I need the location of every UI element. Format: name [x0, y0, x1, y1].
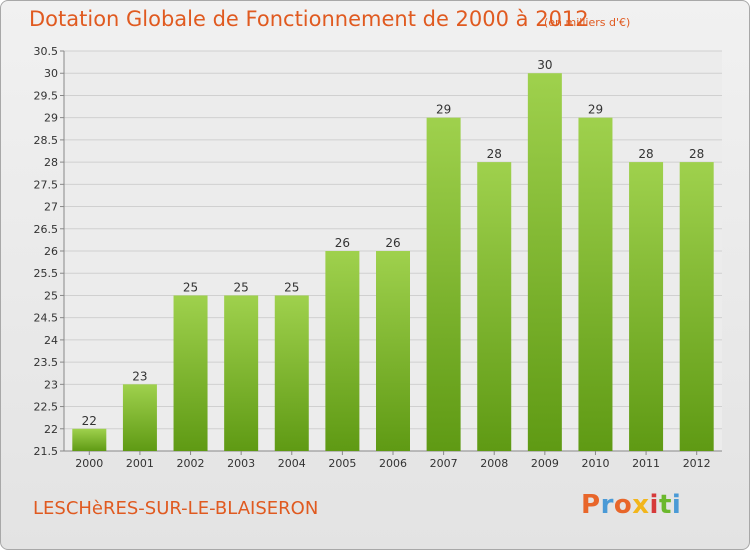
brand-letter: o: [613, 490, 633, 520]
x-tick-label: 2004: [278, 457, 306, 470]
bar-2002: [173, 295, 208, 451]
bar-value-label: 29: [588, 103, 603, 117]
y-tick-label: 24: [44, 334, 58, 347]
y-tick-label: 22: [44, 423, 58, 436]
x-tick-label: 2008: [480, 457, 508, 470]
bar-value-label: 22: [82, 414, 97, 428]
y-tick-label: 26: [44, 245, 58, 258]
chart-title: Dotation Globale de Fonctionnement de 20…: [29, 7, 589, 31]
bar-2007: [426, 117, 461, 452]
chart-unit-label: (en milliers d'€): [544, 16, 631, 29]
x-tick-label: 2000: [75, 457, 103, 470]
x-tick-label: 2009: [531, 457, 559, 470]
town-name: LESCHèRES-SUR-LE-BLAISERON: [33, 498, 319, 519]
bar-2012: [679, 162, 714, 451]
proxiti-logo[interactable]: Proxiti: [581, 490, 681, 520]
y-tick-label: 24.5: [34, 312, 59, 325]
bar-value-label: 25: [284, 280, 299, 294]
bar-2004: [274, 295, 309, 451]
y-tick-label: 21.5: [34, 445, 59, 458]
x-tick-label: 2001: [126, 457, 154, 470]
bar-value-label: 26: [335, 236, 350, 250]
bar-value-label: 28: [638, 147, 653, 161]
x-tick-label: 2010: [581, 457, 609, 470]
y-tick-label: 29: [44, 112, 58, 125]
bar-value-label: 30: [537, 58, 552, 72]
y-tick-label: 22.5: [34, 401, 59, 414]
y-tick-label: 30.5: [34, 45, 59, 58]
x-tick-label: 2011: [632, 457, 660, 470]
y-tick-label: 27.5: [34, 178, 59, 191]
bar-2005: [325, 251, 360, 451]
bar-value-label: 29: [436, 103, 451, 117]
y-tick-label: 30: [44, 67, 58, 80]
x-tick-label: 2005: [328, 457, 356, 470]
y-tick-label: 23.5: [34, 356, 59, 369]
x-tick-label: 2002: [177, 457, 205, 470]
bar-2009: [527, 73, 562, 451]
bar-2006: [376, 251, 410, 451]
bar-value-label: 25: [183, 280, 198, 294]
x-tick-label: 2006: [379, 457, 407, 470]
x-tick-label: 2012: [683, 457, 711, 470]
y-tick-label: 25: [44, 289, 58, 302]
bar-value-label: 23: [132, 369, 147, 383]
bar-2011: [629, 162, 664, 451]
bar-value-label: 28: [487, 147, 502, 161]
bar-value-label: 28: [689, 147, 704, 161]
bar-2001: [122, 384, 157, 451]
x-tick-label: 2007: [430, 457, 458, 470]
bar-value-label: 26: [385, 236, 400, 250]
y-tick-label: 26.5: [34, 223, 59, 236]
y-tick-label: 27: [44, 201, 58, 214]
brand-letter: i: [649, 490, 659, 520]
brand-letter: P: [581, 490, 601, 520]
x-axis-ticks: 2000 2001 2002 2003 2004 2005 2006 2007 2008 2009…: [75, 451, 711, 470]
bars: 22 23 25 25 25 26 26 29 28 30 29 28 28: [72, 58, 714, 452]
bar-value-label: 25: [234, 280, 249, 294]
bar-2003: [224, 295, 259, 451]
brand-letter: i: [671, 490, 682, 520]
brand-letter: r: [600, 490, 614, 520]
bar-2008: [477, 162, 512, 451]
bar-2000: [72, 428, 107, 451]
y-tick-label: 25.5: [34, 267, 59, 280]
brand-letter: x: [632, 490, 650, 520]
y-tick-label: 28: [44, 156, 58, 169]
y-tick-label: 23: [44, 378, 58, 391]
x-tick-label: 2003: [227, 457, 255, 470]
brand-letter: t: [658, 490, 672, 520]
y-tick-label: 28.5: [34, 134, 59, 147]
bar-2010: [578, 117, 613, 452]
y-tick-label: 29.5: [34, 89, 59, 102]
